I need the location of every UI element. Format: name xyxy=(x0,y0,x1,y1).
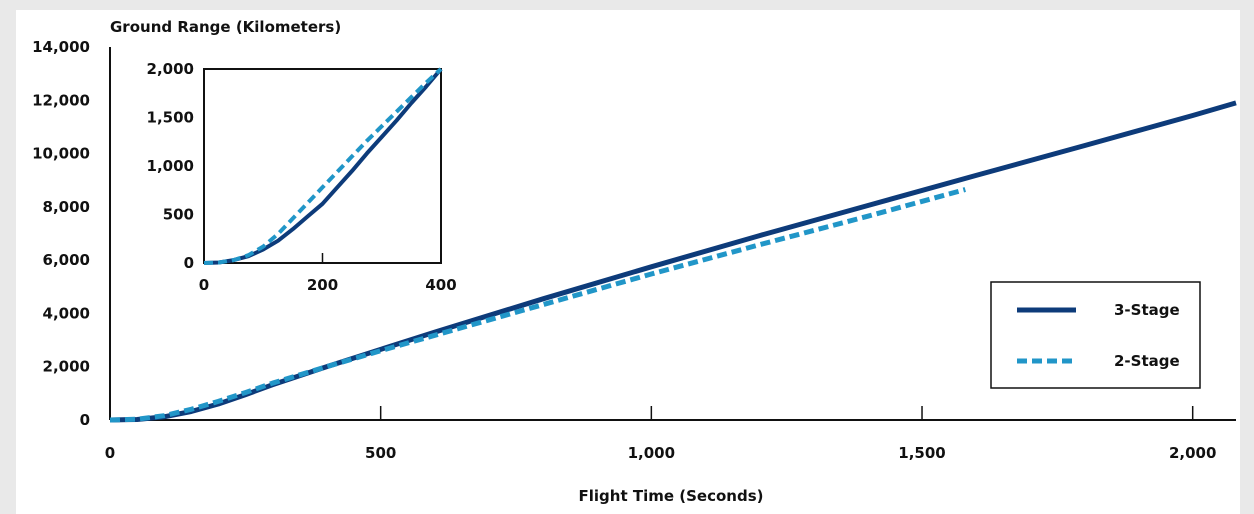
legend: 3-Stage 2-Stage xyxy=(990,281,1201,389)
x-axis-title: Flight Time (Seconds) xyxy=(579,487,764,505)
legend-box xyxy=(990,281,1201,389)
main-y-tick-label: 2,000 xyxy=(43,358,90,376)
y-axis-title: Ground Range (Kilometers) xyxy=(110,18,341,36)
main-x-tick-label: 2,000 xyxy=(1169,444,1216,462)
main-y-tick-label: 6,000 xyxy=(43,251,90,269)
inset-y-tick-label: 1,000 xyxy=(147,157,194,175)
inset-y-tick-label: 0 xyxy=(184,254,194,272)
main-y-tick-label: 12,000 xyxy=(32,91,90,109)
main-y-tick-label: 8,000 xyxy=(43,198,90,216)
legend-label-2-stage: 2-Stage xyxy=(1114,352,1180,370)
inset-frame xyxy=(203,68,442,264)
main-y-tick-label: 14,000 xyxy=(32,38,90,56)
main-axes xyxy=(109,47,1236,421)
inset-series-3-stage xyxy=(203,67,443,265)
inset-axes xyxy=(321,253,442,263)
inset-series-layer xyxy=(203,67,443,265)
chart-svg: 0 500 1,000 1,500 2,000 0 2,000 4,000 6,000 8,000… xyxy=(32,18,1237,505)
inset-tick-labels: 0 200 400 0 500 1,000 1,500 2,000 xyxy=(147,60,457,294)
inset-x-tick-label: 400 xyxy=(425,276,456,294)
main-y-tick-label: 10,000 xyxy=(32,145,90,163)
main-y-tick-label: 4,000 xyxy=(43,304,90,322)
inset-y-tick-label: 2,000 xyxy=(147,60,194,78)
main-tick-labels: 0 500 1,000 1,500 2,000 0 2,000 4,000 6,000 8,000… xyxy=(32,38,1216,462)
inset-y-tick-label: 500 xyxy=(163,206,194,224)
main-x-tick-label: 0 xyxy=(105,444,115,462)
inset-x-tick-label: 0 xyxy=(199,276,209,294)
legend-label-3-stage: 3-Stage xyxy=(1114,301,1180,319)
inset-chart: 0 200 400 0 500 1,000 1,500 2,000 xyxy=(147,60,457,294)
main-series-2-stage xyxy=(109,187,966,423)
inset-series-2-stage xyxy=(203,67,443,265)
main-x-tick-label: 1,000 xyxy=(628,444,675,462)
main-series-layer xyxy=(109,100,1237,423)
inset-y-tick-label: 1,500 xyxy=(147,109,194,127)
chart-figure: 0 500 1,000 1,500 2,000 0 2,000 4,000 6,000 8,000… xyxy=(16,10,1240,514)
main-x-tick-label: 500 xyxy=(365,444,396,462)
main-y-tick-label: 0 xyxy=(80,411,90,429)
main-x-tick-label: 1,500 xyxy=(898,444,945,462)
inset-x-tick-label: 200 xyxy=(307,276,338,294)
